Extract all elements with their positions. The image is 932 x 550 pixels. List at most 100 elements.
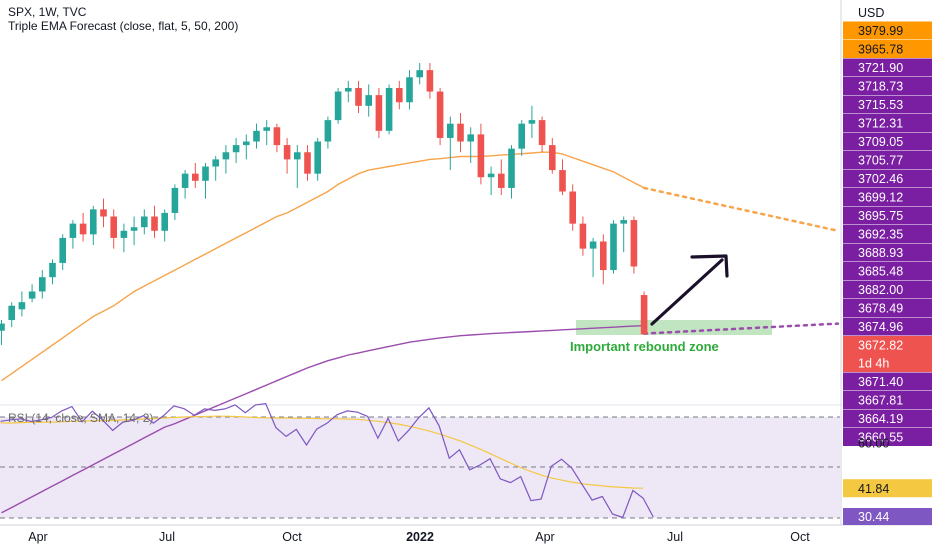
candle[interactable] [528,105,536,138]
candle[interactable] [416,62,423,85]
currency-label: USD [858,6,884,20]
ema-price-label [843,280,932,299]
candle[interactable] [447,116,454,171]
candle[interactable] [283,137,291,174]
ema-price-label [843,77,932,95]
rsi-axis[interactable]: 60.00 41.84 30.44 [843,436,932,525]
candle-body [59,237,66,263]
candle[interactable] [477,123,485,185]
candle[interactable] [620,216,627,253]
candle[interactable] [498,159,505,196]
candle[interactable] [273,123,281,153]
candle[interactable] [406,70,413,110]
candle[interactable] [90,205,97,246]
candle[interactable] [640,291,648,335]
candle[interactable] [181,170,189,199]
candle[interactable] [385,84,393,135]
candle[interactable] [467,127,474,163]
candle[interactable] [212,155,219,181]
time-axis[interactable]: Apr Jul Oct 2022 Apr Jul Oct [28,530,810,544]
candle-body [79,223,87,235]
ema200-line[interactable] [1,324,645,514]
candle[interactable] [518,120,525,156]
candle[interactable] [0,320,5,346]
candle-body [324,120,332,142]
candle[interactable] [345,80,352,103]
price-axis[interactable]: 3979.99 3965.78 3721.90 3718.73 3715.53 3712.… [843,21,932,447]
candle[interactable] [436,87,444,146]
ema-price-label [843,151,932,169]
rebound-zone-label: Important rebound zone [570,339,719,354]
candle[interactable] [263,120,270,146]
candle[interactable] [457,112,464,153]
candle[interactable] [334,87,342,124]
ema50-forecast-line[interactable] [642,186,840,233]
ema200-forecast-line[interactable] [642,322,840,335]
candle-body [365,95,372,106]
candle[interactable] [171,184,179,221]
candle-body [222,152,230,160]
price-axis-label: 3685.48 [858,265,903,279]
candle[interactable] [49,259,56,285]
candle[interactable] [222,145,230,174]
candle[interactable] [610,220,617,274]
candle[interactable] [630,216,638,274]
candle[interactable] [141,209,148,235]
candle[interactable] [375,87,383,138]
symbol-legend[interactable]: SPX, 1W, TVC [8,5,87,19]
candle[interactable] [294,145,301,188]
candle[interactable] [130,216,138,246]
candle-body [559,170,566,192]
candle[interactable] [538,116,546,153]
price-axis-label: 3715.53 [858,98,903,112]
candle[interactable] [579,216,587,256]
candle[interactable] [549,137,556,174]
candle-body [49,262,56,278]
candle[interactable] [600,234,607,285]
candle[interactable] [365,84,372,117]
candle-body [620,220,627,224]
price-axis-label: 3674.96 [858,320,903,334]
candle-body [498,173,505,188]
indicator-legend[interactable]: Triple EMA Forecast (close, flat, 5, 50,… [8,19,239,33]
candle[interactable] [100,198,107,228]
candle[interactable] [314,137,321,181]
rsi-sma-line[interactable] [0,415,644,489]
candle[interactable] [559,159,566,196]
candle[interactable] [253,123,260,149]
candle-body [436,91,444,138]
candle[interactable] [28,284,36,303]
rsi-line[interactable] [0,402,654,519]
candle[interactable] [192,162,199,188]
candle[interactable] [232,137,240,163]
candle[interactable] [39,270,46,299]
rsi-legend[interactable]: RSI (14, close, SMA, 14, 2) [8,411,154,425]
candle-body [447,123,454,138]
rebound-zone[interactable] [576,320,772,335]
price-axis-label: 3671.40 [858,375,903,389]
candle[interactable] [426,62,434,99]
candle[interactable] [589,237,597,278]
candle[interactable] [151,205,158,238]
candle[interactable] [59,234,66,271]
ema50-line[interactable] [1,151,645,382]
candle[interactable] [355,80,362,113]
candle[interactable] [324,116,332,149]
rebound-arrow[interactable] [650,254,729,326]
candle[interactable] [304,145,311,181]
candle[interactable] [202,162,209,199]
candle[interactable] [487,166,495,196]
candle[interactable] [569,184,576,231]
candle[interactable] [79,212,87,242]
candle[interactable] [110,209,117,249]
candle[interactable] [120,223,128,253]
candle-body [192,173,199,181]
candle[interactable] [396,80,403,110]
candle[interactable] [69,220,77,249]
candle[interactable] [8,302,15,328]
candle[interactable] [508,145,515,199]
candle[interactable] [161,209,168,242]
candle[interactable] [18,291,26,317]
candle[interactable] [243,134,250,160]
